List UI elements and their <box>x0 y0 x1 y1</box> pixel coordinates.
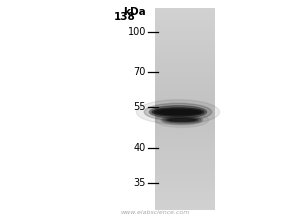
Ellipse shape <box>144 103 212 121</box>
Text: 100: 100 <box>128 27 146 37</box>
Text: www.elabscience.com: www.elabscience.com <box>120 211 190 215</box>
Text: 35: 35 <box>134 178 146 188</box>
Ellipse shape <box>169 119 195 121</box>
Ellipse shape <box>136 100 220 124</box>
Text: kDa: kDa <box>123 7 146 17</box>
Ellipse shape <box>161 115 203 125</box>
Ellipse shape <box>166 118 198 122</box>
Ellipse shape <box>152 108 204 116</box>
Ellipse shape <box>155 112 208 127</box>
Ellipse shape <box>154 109 201 115</box>
Text: 55: 55 <box>134 102 146 112</box>
Text: 70: 70 <box>134 67 146 77</box>
Ellipse shape <box>158 110 197 114</box>
Text: 138: 138 <box>114 12 136 22</box>
Ellipse shape <box>163 117 201 123</box>
Text: 40: 40 <box>134 143 146 153</box>
Ellipse shape <box>149 106 207 118</box>
